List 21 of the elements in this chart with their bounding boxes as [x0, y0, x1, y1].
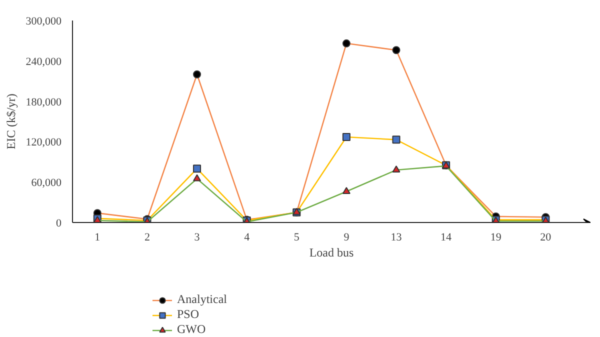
x-tick-label: 20 — [540, 232, 552, 244]
y-tick-label: 180,000 — [26, 96, 62, 108]
x-tick-label: 9 — [344, 232, 350, 244]
x-tick-label: 4 — [244, 232, 250, 244]
y-tick-label: 120,000 — [26, 136, 62, 149]
x-tick-label: 5 — [294, 232, 300, 244]
x-tick-label: 1 — [94, 232, 100, 244]
legend-label: Analytical — [177, 292, 227, 307]
x-tick-label: 19 — [490, 232, 502, 244]
y-tick-label: 60,000 — [31, 177, 62, 190]
x-tick-label: 14 — [440, 232, 452, 244]
legend-label: GWO — [177, 322, 206, 337]
y-tick-label: 240,000 — [26, 56, 62, 68]
y-tick-label: 0 — [56, 218, 62, 230]
x-tick-label: 2 — [144, 232, 150, 244]
x-tick-label: 3 — [194, 232, 200, 244]
y-axis-title: EIC (k$/yr) — [4, 94, 18, 150]
x-tick-label: 13 — [390, 232, 402, 244]
y-tick-label: 300,000 — [26, 16, 62, 28]
legend-label: PSO — [177, 307, 200, 322]
x-axis-title: Load bus — [309, 246, 354, 260]
